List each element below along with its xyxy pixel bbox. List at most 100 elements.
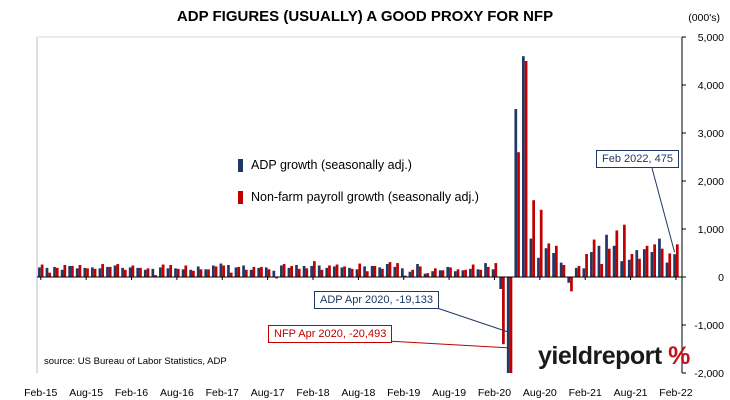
bar-adp-Nov-21 [650, 252, 654, 277]
bar-adp-Apr-18 [325, 267, 329, 277]
bar-adp-Jun-19 [431, 271, 434, 277]
y-tick-label: 2,000 [698, 176, 724, 188]
bar-adp-Sep-18 [363, 266, 366, 277]
bar-adp-Feb-21 [582, 268, 586, 277]
x-tick-label: Feb-16 [115, 387, 148, 399]
callout-feb-2022: Feb 2022, 475 [596, 150, 679, 168]
bar-nfp-Oct-16 [192, 270, 195, 277]
x-tick-label: Aug-16 [160, 387, 194, 399]
x-tick-label: Aug-21 [614, 387, 648, 399]
bar-adp-Mar-18 [317, 265, 321, 277]
bars-layer [38, 56, 679, 373]
bar-nfp-Dec-17 [297, 268, 301, 277]
leader-adp-apr-2020 [436, 307, 509, 333]
bar-nfp-May-20 [517, 152, 520, 277]
bar-nfp-Apr-18 [328, 265, 331, 277]
bar-adp-Apr-20 [506, 277, 510, 373]
x-tick-label: Feb-18 [296, 387, 329, 399]
leader-feb-2022 [651, 167, 676, 253]
bar-adp-Oct-20 [552, 253, 555, 277]
bar-nfp-Mar-17 [229, 272, 233, 277]
bar-nfp-Oct-21 [645, 245, 649, 277]
y-tick-label: 5,000 [698, 32, 724, 44]
chart-title: ADP FIGURES (USUALLY) A GOOD PROXY FOR N… [176, 8, 554, 25]
bar-adp-Nov-15 [106, 266, 109, 277]
bar-nfp-Jun-20 [524, 61, 528, 277]
x-tick-label: Feb-15 [24, 387, 57, 399]
y-tick-label: 3,000 [698, 128, 724, 140]
bar-adp-Apr-15 [53, 266, 56, 277]
bar-nfp-Nov-21 [653, 244, 656, 277]
bar-nfp-Mar-20 [502, 277, 505, 345]
bar-nfp-Apr-16 [146, 268, 150, 277]
bar-nfp-Jul-15 [78, 265, 82, 277]
bar-adp-Oct-19 [461, 270, 465, 277]
bar-adp-Apr-17 [234, 267, 238, 277]
callout-nfp-apr-2020: NFP Apr 2020, -20,493 [268, 325, 393, 343]
percent-icon: % [668, 342, 690, 370]
bar-adp-May-15 [60, 269, 64, 277]
bar-adp-Jan-21 [574, 267, 578, 277]
bar-adp-Oct-21 [642, 249, 646, 277]
bar-adp-Jun-16 [159, 267, 162, 277]
bar-nfp-Sep-20 [547, 243, 551, 277]
legend-swatch-adp [238, 158, 243, 172]
bar-nfp-May-21 [607, 248, 611, 277]
bar-nfp-Dec-18 [388, 262, 392, 277]
bar-nfp-Jun-21 [615, 230, 619, 277]
bar-adp-Dec-21 [658, 238, 661, 277]
bar-nfp-Feb-15 [40, 264, 44, 277]
bar-nfp-Feb-17 [222, 265, 225, 277]
bar-adp-Mar-16 [136, 267, 140, 277]
bar-nfp-Sep-17 [275, 277, 278, 279]
x-tick-label: Feb-20 [478, 387, 511, 399]
bar-adp-Aug-20 [537, 257, 540, 277]
legend-item-adp: ADP growth (seasonally adj.) [238, 158, 412, 172]
bar-nfp-Nov-20 [562, 265, 566, 277]
bar-adp-Jan-22 [665, 262, 669, 277]
leader-nfp-apr-2020 [386, 340, 511, 349]
bar-adp-Oct-15 [98, 268, 102, 277]
bar-nfp-Jun-18 [343, 266, 346, 277]
x-tick-label: Aug-17 [251, 387, 285, 399]
bar-adp-Jan-16 [121, 267, 124, 277]
x-tick-label: Aug-20 [523, 387, 557, 399]
bar-adp-Mar-21 [590, 252, 593, 277]
y-tick-label: -1,000 [694, 320, 724, 332]
bar-nfp-Nov-18 [381, 268, 384, 277]
unit-label: (000's) [688, 12, 720, 24]
bar-nfp-Nov-16 [199, 269, 203, 277]
bar-nfp-Jun-17 [252, 266, 256, 277]
bar-adp-Aug-19 [446, 266, 450, 277]
bar-nfp-Feb-18 [313, 261, 316, 277]
bar-nfp-Jan-16 [123, 269, 127, 277]
bar-adp-Mar-15 [45, 267, 49, 277]
callout-adp-apr-2020: ADP Apr 2020, -19,133 [314, 291, 439, 309]
bar-adp-Jun-20 [522, 56, 525, 278]
bar-adp-Nov-16 [196, 266, 200, 277]
x-tick-label: Feb-21 [569, 387, 602, 399]
bar-adp-Mar-20 [499, 277, 503, 289]
bar-nfp-Nov-19 [471, 264, 475, 277]
bar-nfp-Oct-20 [554, 245, 558, 277]
x-tick-label: Aug-18 [341, 387, 375, 399]
bar-nfp-Nov-15 [108, 266, 112, 277]
y-tick-label: 1,000 [698, 224, 724, 236]
bar-nfp-Sep-19 [456, 269, 460, 277]
bar-nfp-Jul-18 [350, 268, 354, 277]
bar-nfp-Feb-20 [494, 263, 498, 277]
bar-nfp-Sep-16 [184, 265, 188, 277]
bar-nfp-Jan-17 [214, 266, 218, 277]
bar-nfp-Oct-18 [373, 265, 377, 277]
legend-label-nfp: Non-farm payroll growth (seasonally adj.… [251, 190, 479, 204]
bar-nfp-Jul-17 [260, 266, 263, 277]
bar-adp-Dec-20 [567, 277, 571, 283]
bar-nfp-Oct-19 [464, 269, 467, 277]
callout-leaders [386, 167, 676, 349]
bar-adp-Mar-19 [408, 271, 412, 277]
bar-nfp-May-18 [335, 264, 339, 277]
bar-nfp-Feb-21 [585, 253, 588, 277]
bar-adp-Aug-17 [264, 267, 268, 277]
bar-adp-Aug-18 [355, 269, 359, 277]
